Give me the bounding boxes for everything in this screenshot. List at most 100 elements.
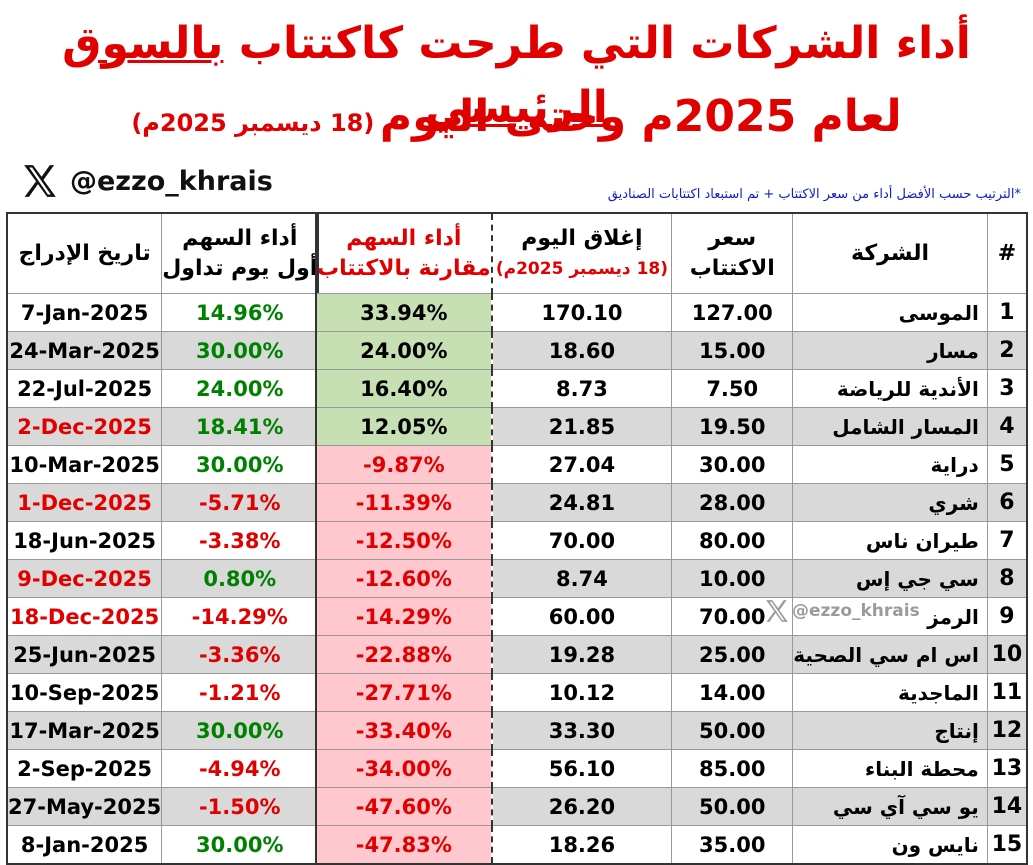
performance-cell: -14.29% [315, 597, 493, 636]
title-year: لعام 2025م وحتى اليوم [379, 91, 902, 142]
first-day-cell: 0.80% [161, 559, 319, 598]
performance-cell: 33.94% [315, 293, 493, 332]
performance-cell: 12.05% [315, 407, 493, 446]
table-row: 25-Jun-2025 -3.36% [6, 635, 319, 674]
x-logo-icon [24, 165, 56, 197]
header-company: الشركة [792, 212, 988, 294]
rank-cell: 1 [986, 293, 1028, 332]
performance-cell: -9.87% [315, 445, 493, 484]
company-cell: شري [792, 483, 988, 522]
company-cell: الماجدية [792, 673, 988, 712]
table-row: -34.00% 56.10 85.00 محطة البناء 13 [315, 749, 1028, 788]
listing-date-cell: 8-Jan-2025 [6, 825, 163, 865]
table-row: 33.94% 170.10 127.00 الموسى 1 [315, 293, 1028, 332]
rank-cell: 12 [986, 711, 1028, 750]
table-row: 27-May-2025 -1.50% [6, 787, 319, 826]
first-day-cell: -14.29% [161, 597, 319, 636]
close-price-cell: 170.10 [491, 293, 673, 332]
table-row: 7-Jan-2025 14.96% [6, 293, 319, 332]
performance-cell: -47.83% [315, 825, 493, 865]
rank-cell: 2 [986, 331, 1028, 370]
company-cell: الرمز [792, 597, 988, 636]
table-row: -22.88% 19.28 25.00 اس ام سي الصحية 10 [315, 635, 1028, 674]
listing-date-cell: 10-Sep-2025 [6, 673, 163, 712]
watermark-text: @ezzo_khrais [792, 601, 920, 621]
close-price-cell: 56.10 [491, 749, 673, 788]
performance-cell: -12.60% [315, 559, 493, 598]
first-day-cell: 14.96% [161, 293, 319, 332]
ipo-price-cell: 25.00 [671, 635, 794, 674]
table-row: 2-Dec-2025 18.41% [6, 407, 319, 446]
close-price-cell: 26.20 [491, 787, 673, 826]
table-row: 12.05% 21.85 19.50 المسار الشامل 4 [315, 407, 1028, 446]
listing-date-cell: 27-May-2025 [6, 787, 163, 826]
header-rank: # [986, 212, 1028, 294]
first-day-cell: 30.00% [161, 445, 319, 484]
table-row: 18-Dec-2025 -14.29% [6, 597, 319, 636]
listing-date-cell: 2-Dec-2025 [6, 407, 163, 446]
table-row: 24.00% 18.60 15.00 مسار 2 [315, 331, 1028, 370]
ipo-price-cell: 50.00 [671, 787, 794, 826]
first-day-cell: 30.00% [161, 331, 319, 370]
ipo-price-cell: 30.00 [671, 445, 794, 484]
listing-date-cell: 24-Mar-2025 [6, 331, 163, 370]
listing-date-cell: 18-Dec-2025 [6, 597, 163, 636]
rank-cell: 11 [986, 673, 1028, 712]
performance-cell: -22.88% [315, 635, 493, 674]
company-cell: اس ام سي الصحية [792, 635, 988, 674]
table-row: -27.71% 10.12 14.00 الماجدية 11 [315, 673, 1028, 712]
table-row: -9.87% 27.04 30.00 دراية 5 [315, 445, 1028, 484]
rank-cell: 3 [986, 369, 1028, 408]
close-price-cell: 27.04 [491, 445, 673, 484]
first-day-cell: 30.00% [161, 711, 319, 750]
title-part2: بالسوق الرئيسي [62, 18, 608, 133]
close-price-cell: 24.81 [491, 483, 673, 522]
close-price-cell: 21.85 [491, 407, 673, 446]
rank-cell: 6 [986, 483, 1028, 522]
company-cell: الأندية للرياضة [792, 369, 988, 408]
rank-cell: 8 [986, 559, 1028, 598]
ipo-price-cell: 15.00 [671, 331, 794, 370]
company-cell: دراية [792, 445, 988, 484]
page-title-line1: أداء الشركات التي طرحت كاكتتاب بالسوق ال… [0, 12, 1033, 140]
sort-note: *الترتيب حسب الأفضل أداء من سعر الاكتتاب… [607, 187, 1021, 202]
performance-cell: 16.40% [315, 369, 493, 408]
header-ipo-price: سعر الاكتتاب [671, 212, 794, 294]
listing-date-cell: 2-Sep-2025 [6, 749, 163, 788]
first-day-cell: 24.00% [161, 369, 319, 408]
table-row: 24-Mar-2025 30.00% [6, 331, 319, 370]
table-row: -14.29% 60.00 70.00 الرمز 9 [315, 597, 1028, 636]
first-day-cell: 18.41% [161, 407, 319, 446]
ipo-price-cell: 50.00 [671, 711, 794, 750]
ipo-price-cell: 127.00 [671, 293, 794, 332]
company-cell: إنتاج [792, 711, 988, 750]
table-row: 8-Jan-2025 30.00% [6, 825, 319, 865]
ipo-price-cell: 35.00 [671, 825, 794, 865]
listing-date-cell: 22-Jul-2025 [6, 369, 163, 408]
ipo-price-cell: 19.50 [671, 407, 794, 446]
rank-cell: 10 [986, 635, 1028, 674]
rank-cell: 14 [986, 787, 1028, 826]
page-title-line2: لعام 2025م وحتى اليوم (18 ديسمبر 2025م) [0, 88, 1033, 155]
performance-cell: -34.00% [315, 749, 493, 788]
ipo-price-cell: 14.00 [671, 673, 794, 712]
first-day-cell: -1.50% [161, 787, 319, 826]
right-table: أداء السهم مقارنة بالاكتتاب إغلاق اليوم … [315, 212, 1028, 865]
author-handle: @ezzo_khrais [18, 162, 273, 200]
left-table: تاريخ الإدراج أداء السهم أول يوم تداول 7… [6, 212, 320, 865]
close-price-cell: 10.12 [491, 673, 673, 712]
listing-date-cell: 1-Dec-2025 [6, 483, 163, 522]
title-date: (18 ديسمبر 2025م) [131, 109, 375, 137]
company-cell: طيران ناس [792, 521, 988, 560]
table-row: -47.60% 26.20 50.00 يو سي آي سي 14 [315, 787, 1028, 826]
table-row: -33.40% 33.30 50.00 إنتاج 12 [315, 711, 1028, 750]
handle-text: @ezzo_khrais [70, 165, 273, 197]
table-row: 1-Dec-2025 -5.71% [6, 483, 319, 522]
table-row: 10-Sep-2025 -1.21% [6, 673, 319, 712]
table-row: 17-Mar-2025 30.00% [6, 711, 319, 750]
company-cell: سي جي إس [792, 559, 988, 598]
listing-date-cell: 10-Mar-2025 [6, 445, 163, 484]
close-price-cell: 60.00 [491, 597, 673, 636]
table-row: -11.39% 24.81 28.00 شري 6 [315, 483, 1028, 522]
title-part1: أداء الشركات التي طرحت كاكتتاب [238, 18, 971, 69]
